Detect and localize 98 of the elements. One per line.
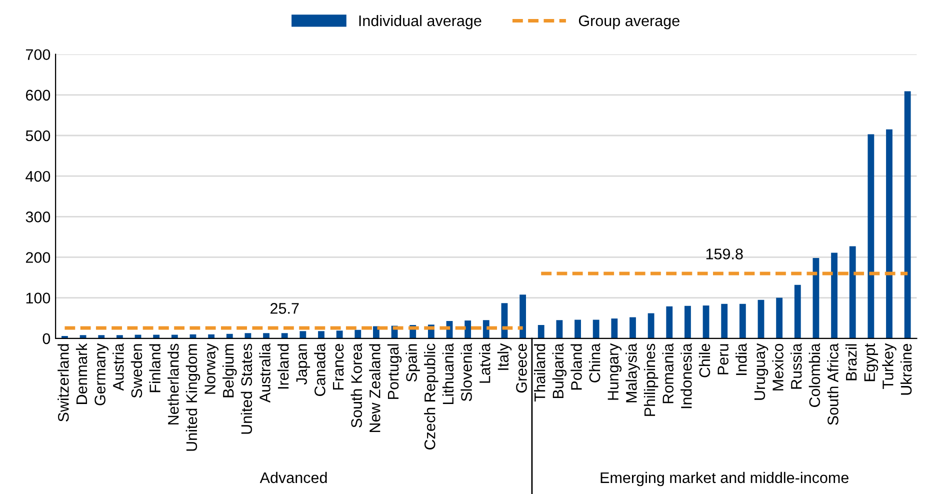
x-tick-label: Mexico	[772, 344, 784, 390]
x-tick-label: Philippines	[644, 344, 658, 416]
y-tick-label: 600	[26, 90, 50, 101]
x-tick-label: France	[333, 344, 344, 390]
bar	[354, 330, 362, 338]
x-tick-label: Indonesia	[680, 343, 692, 408]
x-tick-label: Hungary	[608, 343, 622, 400]
x-tick-label: Canada	[314, 343, 326, 396]
x-tick-label: Sweden	[130, 344, 142, 398]
x-tick-label: Finland	[149, 344, 160, 392]
y-tick-label: 500	[26, 130, 50, 142]
x-tick-label: China	[588, 343, 600, 382]
bar	[336, 330, 343, 338]
bar	[281, 333, 288, 338]
bar	[648, 313, 654, 338]
x-tick-label: Norway	[204, 343, 218, 394]
bar	[794, 284, 801, 338]
x-tick-label: Australia	[259, 343, 270, 403]
x-tick-label: Lithuania	[442, 343, 454, 404]
bar	[868, 134, 874, 338]
bar	[263, 333, 270, 338]
x-tick-label: Malaysia	[626, 343, 640, 402]
bar	[300, 331, 306, 338]
bar	[116, 335, 123, 338]
bar	[171, 334, 178, 338]
bar	[702, 306, 710, 338]
text: Advanced	[260, 472, 327, 484]
bar	[630, 317, 636, 338]
y-tick-label: 0	[42, 333, 50, 344]
bar	[574, 320, 581, 338]
x-tick-label: Latvia	[479, 343, 490, 383]
x-tick-label: Colombia	[808, 343, 820, 408]
bar	[318, 331, 324, 338]
bar	[592, 320, 600, 338]
x-tick-label: Ukraine	[900, 344, 912, 395]
bar	[611, 318, 618, 338]
x-tick-label: South Africa	[827, 343, 838, 425]
x-tick-label: Bulgaria	[552, 343, 567, 398]
annotation: 25.7	[270, 303, 299, 314]
x-tick-label: India	[736, 343, 747, 375]
y-tick-label: 700	[26, 49, 50, 60]
bar	[812, 258, 820, 338]
y-tick-label: 200	[26, 252, 50, 263]
x-tick-label: Turkey	[882, 343, 896, 390]
x-tick-label: Russia	[790, 343, 802, 389]
x-tick-label: Egypt	[864, 343, 878, 382]
x-tick-label: Uruguay	[754, 343, 768, 400]
x-tick-label: Romania	[662, 343, 674, 404]
x-tick-label: Denmark	[76, 343, 88, 404]
text: Emerging market and middle-income	[600, 472, 848, 486]
x-tick-label: New Zealand	[369, 344, 380, 432]
bar	[849, 246, 856, 338]
bar	[80, 335, 86, 338]
y-tick-label: 400	[26, 170, 50, 182]
bar	[904, 91, 911, 338]
x-tick-label: Spain	[406, 344, 420, 382]
x-tick-label: Japan	[296, 344, 310, 385]
x-tick-label: Portugal	[387, 344, 402, 399]
bar	[831, 252, 838, 338]
x-tick-label: Brazil	[845, 344, 857, 380]
bar	[226, 334, 233, 338]
bar	[721, 304, 728, 338]
x-tick-label: United Kingdom	[186, 344, 200, 451]
x-tick-label: Belgium	[222, 344, 237, 398]
bar	[684, 306, 691, 338]
x-tick-label: South Korea	[350, 343, 362, 428]
x-tick-label: Ireland	[277, 344, 289, 389]
bar	[98, 335, 105, 338]
x-tick-label: Slovenia	[460, 343, 472, 402]
bar	[556, 320, 563, 338]
bar	[776, 298, 783, 338]
legend-label: Group average	[578, 15, 680, 30]
x-tick-label: Switzerland	[58, 344, 69, 422]
bar	[244, 333, 252, 338]
y-tick-label: 100	[26, 292, 50, 304]
bar	[886, 129, 892, 338]
bar	[739, 304, 746, 338]
x-tick-label: Germany	[94, 343, 108, 406]
bar	[464, 320, 472, 338]
x-tick-label: Netherlands	[168, 344, 179, 424]
bar	[153, 334, 160, 338]
x-tick-label: Austria	[112, 343, 124, 391]
x-tick-label: Poland	[570, 344, 582, 390]
y-tick-label: 300	[26, 212, 50, 222]
bar	[666, 306, 673, 338]
x-tick-label: Italy	[497, 343, 512, 370]
bar	[538, 325, 544, 338]
x-tick-label: Peru	[718, 344, 728, 374]
bar	[520, 294, 526, 338]
x-tick-label: Chile	[698, 344, 710, 378]
bar	[482, 320, 490, 338]
x-tick-label: Czech Republic	[424, 344, 438, 450]
bar	[758, 300, 764, 338]
x-tick-label: United States	[240, 344, 252, 434]
legend-label: Individual average	[359, 14, 482, 30]
x-tick-label: Greece	[516, 344, 527, 393]
annotation: 159.8	[706, 248, 743, 260]
x-tick-label: Thailand	[534, 344, 546, 402]
